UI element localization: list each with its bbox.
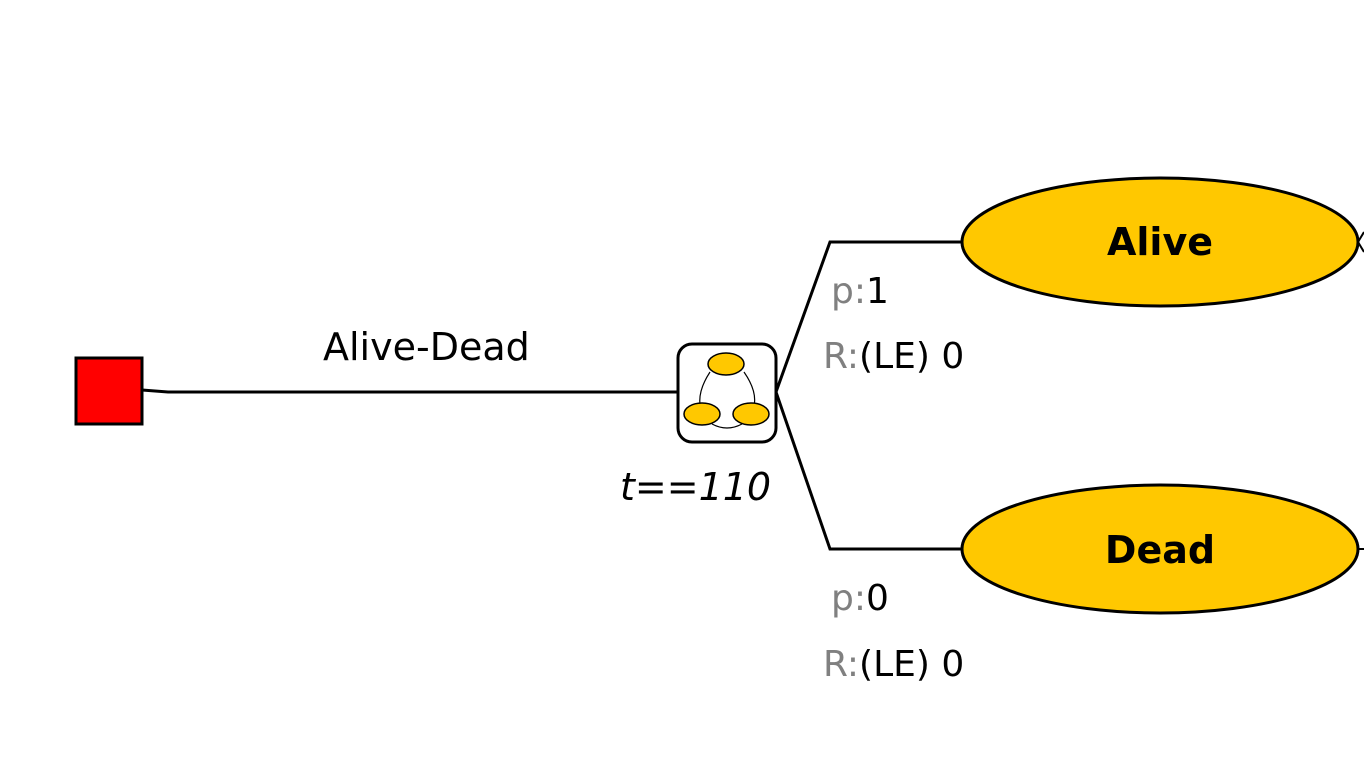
state-dead-label: Dead <box>1105 528 1215 572</box>
dead-reward-prefix: R: <box>823 644 859 685</box>
alive-prob-prefix: p: <box>831 271 866 312</box>
state-alive[interactable]: Alive <box>960 176 1360 308</box>
dead-reward-value: (LE) 0 <box>859 644 964 685</box>
alive-reward-value: (LE) 0 <box>859 336 964 377</box>
markov-node-icon <box>683 352 770 429</box>
edge-dead <box>774 391 963 551</box>
state-alive-label: Alive <box>1107 220 1213 264</box>
dead-prob[interactable]: p:0 <box>831 578 889 619</box>
markov-condition[interactable]: t==110 <box>620 465 771 509</box>
alive-reward[interactable]: R:(LE) 0 <box>823 336 964 377</box>
alive-prob[interactable]: p:1 <box>831 271 889 312</box>
branch-label[interactable]: Alive-Dead <box>323 325 530 369</box>
markov-node[interactable] <box>676 342 778 444</box>
alive-reward-prefix: R: <box>823 336 859 377</box>
state-dead[interactable]: Dead <box>960 483 1360 615</box>
alive-prob-value: 1 <box>866 271 889 312</box>
dead-prob-value: 0 <box>866 578 889 619</box>
dead-prob-prefix: p: <box>831 578 866 619</box>
branch-line <box>141 388 678 394</box>
state-alive-edge-stub <box>1357 231 1364 253</box>
decision-node[interactable] <box>74 356 144 426</box>
edge-alive <box>774 240 963 393</box>
dead-reward[interactable]: R:(LE) 0 <box>823 644 964 685</box>
